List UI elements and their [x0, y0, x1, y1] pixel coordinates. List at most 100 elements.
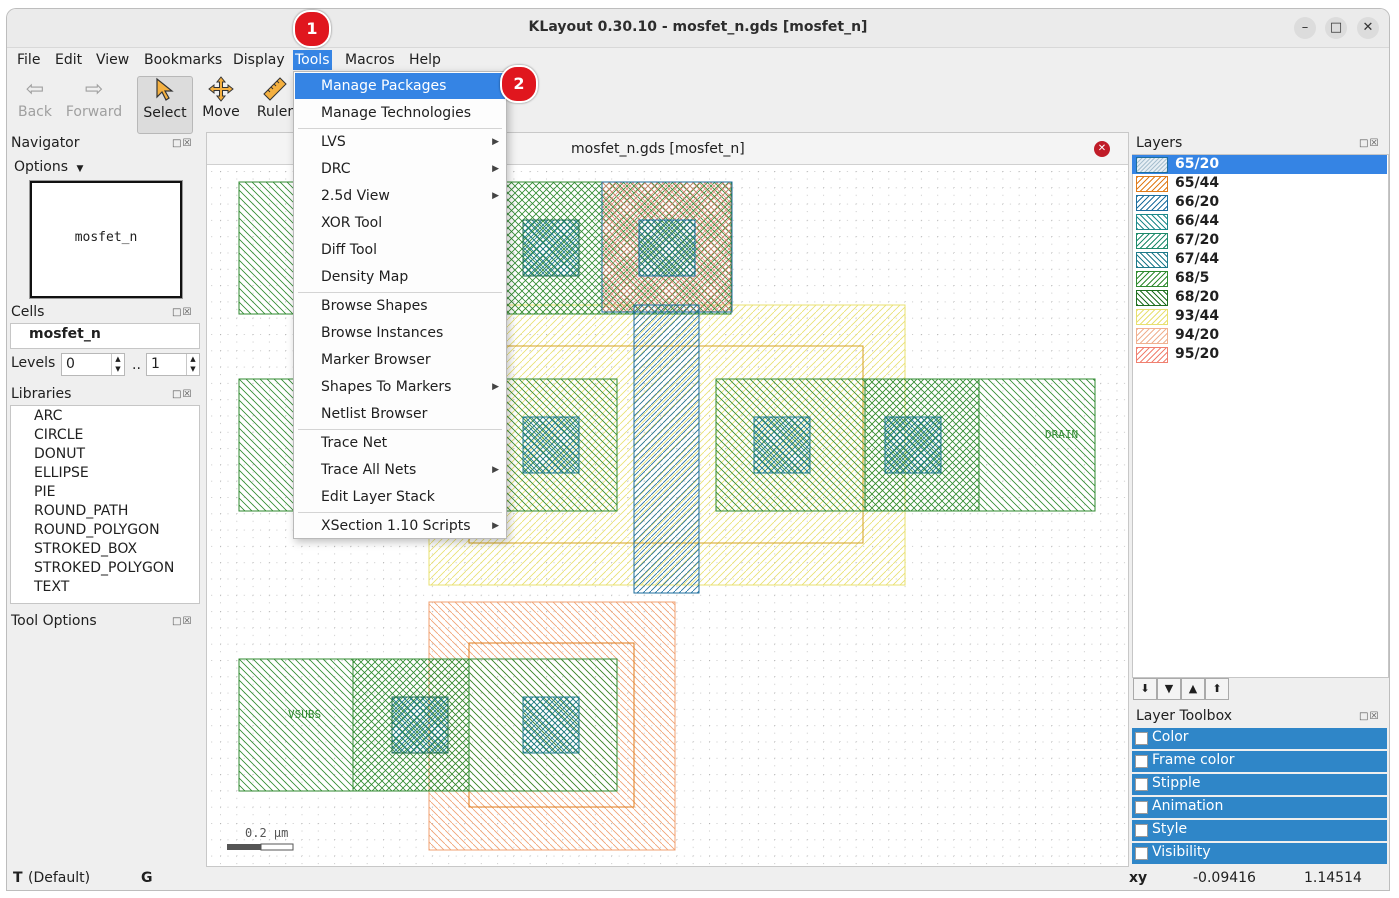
forward-button[interactable]: ⇨ Forward	[63, 76, 125, 132]
layout-view[interactable]: mosfet_n.gds [mosfet_n] ✕	[206, 132, 1129, 867]
toolbox-visibility[interactable]: Visibility	[1132, 843, 1387, 864]
menu-item-xor-tool[interactable]: XOR Tool	[295, 210, 505, 236]
layout-tab-title: mosfet_n.gds [mosfet_n]	[571, 141, 745, 157]
layer-row[interactable]: 93/44	[1132, 307, 1387, 326]
menu-item-label: Shapes To Markers	[321, 379, 452, 395]
layer-row[interactable]: 67/20	[1132, 231, 1387, 250]
library-item[interactable]: ELLIPSE	[34, 465, 89, 481]
checkbox[interactable]	[1135, 847, 1148, 860]
menu-item-manage-packages[interactable]: Manage Packages	[295, 73, 505, 99]
menu-item-lvs[interactable]: LVS ▶	[295, 129, 505, 155]
library-item[interactable]: TEXT	[34, 579, 70, 595]
library-item[interactable]: ROUND_PATH	[34, 503, 129, 519]
move-button[interactable]: Move	[193, 76, 249, 132]
cell-item[interactable]: mosfet_n	[29, 326, 101, 342]
spin-arrows-icon[interactable]: ▲ ▼	[186, 354, 199, 375]
checkbox[interactable]	[1135, 755, 1148, 768]
layer-row[interactable]: 67/44	[1132, 250, 1387, 269]
maximize-icon[interactable]: □	[1325, 17, 1347, 39]
layer-name: 67/44	[1175, 251, 1220, 267]
menu-item-density-map[interactable]: Density Map	[295, 264, 505, 290]
layer-row[interactable]: 66/44	[1132, 212, 1387, 231]
menu-separator	[298, 292, 502, 293]
move-to-bottom-icon[interactable]: ⬇	[1133, 678, 1157, 700]
layers-dock-buttons[interactable]: □☒	[1359, 138, 1380, 149]
toolbox-color[interactable]: Color	[1132, 728, 1387, 749]
level-from-spinbox[interactable]: 0 ▲ ▼	[61, 353, 125, 376]
menu-item-netlist-browser[interactable]: Netlist Browser	[295, 401, 505, 427]
menu-item-xsection-scripts[interactable]: XSection 1.10 Scripts ▶	[295, 513, 505, 539]
layer-row[interactable]: 65/20	[1132, 155, 1387, 174]
menu-item-diff-tool[interactable]: Diff Tool	[295, 237, 505, 263]
layer-row[interactable]: 68/5	[1132, 269, 1387, 288]
layer-toolbox-dock-buttons[interactable]: □☒	[1359, 711, 1380, 722]
cells-dock-buttons[interactable]: □☒	[172, 307, 193, 318]
library-item[interactable]: STROKED_POLYGON	[34, 560, 175, 576]
submenu-arrow-icon: ▶	[492, 137, 499, 147]
move-down-icon[interactable]: ▼	[1157, 678, 1181, 700]
menu-item-shapes-to-markers[interactable]: Shapes To Markers ▶	[295, 374, 505, 400]
layer-row[interactable]: 65/44	[1132, 174, 1387, 193]
ruler-button[interactable]: Ruler	[247, 76, 303, 132]
select-button[interactable]: Select	[137, 76, 193, 134]
layer-row[interactable]: 94/20	[1132, 326, 1387, 345]
menu-tools[interactable]: Tools	[293, 50, 332, 70]
menu-item-edit-layer-stack[interactable]: Edit Layer Stack	[295, 484, 505, 510]
navigator-preview[interactable]: mosfet_n	[30, 181, 182, 298]
menu-display[interactable]: Display	[233, 52, 285, 68]
level-to-spinbox[interactable]: 1 ▲ ▼	[146, 353, 200, 376]
ruler-label: Ruler	[256, 104, 294, 120]
library-item[interactable]: PIE	[34, 484, 56, 500]
menu-macros[interactable]: Macros	[345, 52, 395, 68]
library-item[interactable]: STROKED_BOX	[34, 541, 138, 557]
menu-item-trace-all-nets[interactable]: Trace All Nets ▶	[295, 457, 505, 483]
submenu-arrow-icon: ▶	[492, 521, 499, 531]
move-to-top-icon[interactable]: ⬆	[1205, 678, 1229, 700]
close-icon[interactable]: ✕	[1357, 17, 1379, 39]
navigator-options[interactable]: Options ▼	[14, 159, 83, 175]
layer-row[interactable]: 68/20	[1132, 288, 1387, 307]
menu-bookmarks[interactable]: Bookmarks	[144, 52, 223, 68]
checkbox[interactable]	[1135, 732, 1148, 745]
menu-item-manage-technologies[interactable]: Manage Technologies	[295, 100, 505, 126]
menu-file[interactable]: File	[17, 52, 41, 68]
move-arrows-icon	[193, 76, 249, 104]
close-tab-icon[interactable]: ✕	[1094, 141, 1110, 157]
toolbox-style[interactable]: Style	[1132, 820, 1387, 841]
move-up-icon[interactable]: ▲	[1181, 678, 1205, 700]
menu-item-drc[interactable]: DRC ▶	[295, 156, 505, 182]
checkbox[interactable]	[1135, 824, 1148, 837]
layer-name: 65/44	[1175, 175, 1220, 191]
spin-arrows-icon[interactable]: ▲ ▼	[111, 354, 124, 375]
library-item[interactable]: CIRCLE	[34, 427, 84, 443]
layer-row[interactable]: 95/20	[1132, 345, 1387, 364]
library-item[interactable]: DONUT	[34, 446, 86, 462]
navigator-dock-buttons[interactable]: □☒	[172, 138, 193, 149]
toolbox-stipple[interactable]: Stipple	[1132, 774, 1387, 795]
library-item[interactable]: ARC	[34, 408, 63, 424]
checkbox[interactable]	[1135, 801, 1148, 814]
toolbox-frame-color[interactable]: Frame color	[1132, 751, 1387, 772]
menu-item-label: Diff Tool	[321, 242, 377, 258]
menu-item-2-5d-view[interactable]: 2.5d View ▶	[295, 183, 505, 209]
menu-item-browse-shapes[interactable]: Browse Shapes	[295, 293, 505, 319]
layer-name: 68/20	[1175, 289, 1220, 305]
toolbox-label: Style	[1152, 821, 1188, 837]
tool-options-dock-buttons[interactable]: □☒	[172, 616, 193, 627]
library-item[interactable]: ROUND_POLYGON	[34, 522, 160, 538]
menu-item-label: Density Map	[321, 269, 409, 285]
menu-item-browse-instances[interactable]: Browse Instances	[295, 320, 505, 346]
menu-item-marker-browser[interactable]: Marker Browser	[295, 347, 505, 373]
minimize-icon[interactable]: –	[1294, 17, 1316, 39]
layer-swatch	[1136, 290, 1168, 306]
back-button[interactable]: ⇦ Back	[7, 76, 63, 132]
menu-view[interactable]: View	[96, 52, 130, 68]
menu-help[interactable]: Help	[409, 52, 441, 68]
menu-item-trace-net[interactable]: Trace Net	[295, 430, 505, 456]
submenu-arrow-icon: ▶	[492, 382, 499, 392]
layer-row[interactable]: 66/20	[1132, 193, 1387, 212]
libraries-dock-buttons[interactable]: □☒	[172, 389, 193, 400]
toolbox-animation[interactable]: Animation	[1132, 797, 1387, 818]
checkbox[interactable]	[1135, 778, 1148, 791]
menu-edit[interactable]: Edit	[55, 52, 83, 68]
